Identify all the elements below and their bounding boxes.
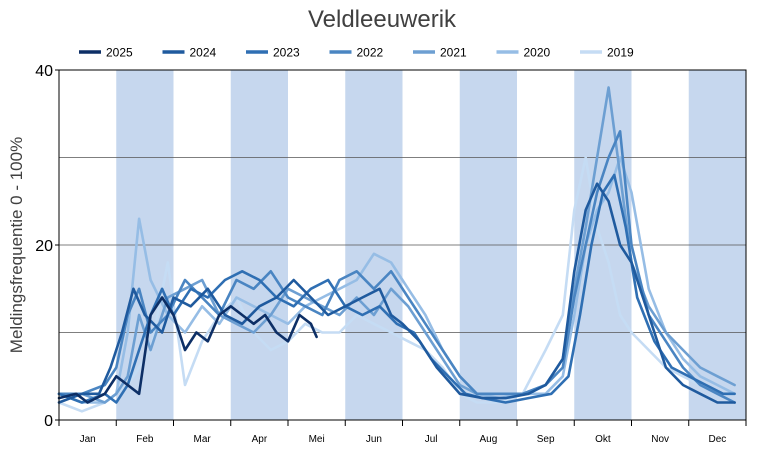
legend-item-2020: 2020 — [496, 46, 551, 60]
series-line-2019 — [57, 156, 736, 413]
series-lines — [57, 86, 736, 413]
x-tick-label-jul: Jul — [425, 434, 438, 445]
x-tick-label-jun: Jun — [366, 434, 382, 445]
legend-item-2022: 2022 — [329, 46, 384, 60]
x-tick-label-feb: Feb — [136, 434, 154, 445]
legend-label: 2023 — [273, 46, 300, 60]
chart-title: Veldleeuwerik — [308, 6, 457, 33]
legend-label: 2024 — [190, 46, 217, 60]
legend-item-2025: 2025 — [79, 46, 133, 60]
legend-label: 2019 — [607, 46, 634, 60]
x-tick-label-mei: Mei — [309, 434, 325, 445]
y-axis-label: Meldingsfrequentie 0 - 100% — [7, 137, 26, 353]
y-tick-label: 40 — [35, 63, 53, 80]
x-axis-ticks: Jan Feb Mar Apr Mei Jun Jul Aug Sep Okt Nov Dec — [58, 420, 747, 445]
x-tick-label-nov: Nov — [651, 434, 669, 445]
series-line-2021 — [57, 86, 736, 404]
legend-label: 2025 — [106, 46, 133, 60]
legend-item-2019: 2019 — [580, 46, 634, 60]
legend-label: 2022 — [357, 46, 384, 60]
x-tick-label-mar: Mar — [194, 434, 212, 445]
legend-item-2023: 2023 — [246, 46, 300, 60]
x-tick-label-apr: Apr — [252, 434, 268, 445]
x-tick-label-okt: Okt — [595, 434, 611, 445]
x-tick-label-jan: Jan — [80, 434, 96, 445]
series-line-2024 — [57, 182, 736, 404]
legend-label: 2021 — [440, 46, 467, 60]
series-line-2022 — [57, 130, 736, 404]
x-tick-label-sep: Sep — [537, 434, 555, 445]
y-axis-ticks: 0 20 40 — [35, 63, 59, 430]
series-line-2023 — [57, 173, 736, 404]
legend-item-2024: 2024 — [162, 46, 217, 60]
legend-label: 2020 — [524, 46, 551, 60]
y-tick-label: 20 — [35, 238, 53, 255]
legend-item-2021: 2021 — [413, 46, 467, 60]
x-tick-label-aug: Aug — [479, 434, 497, 445]
y-tick-label: 0 — [44, 413, 53, 430]
x-tick-label-dec: Dec — [708, 434, 726, 445]
series-line-2025 — [57, 296, 318, 404]
legend: 2025 2024 2023 2022 2021 2020 2019 — [79, 46, 634, 60]
